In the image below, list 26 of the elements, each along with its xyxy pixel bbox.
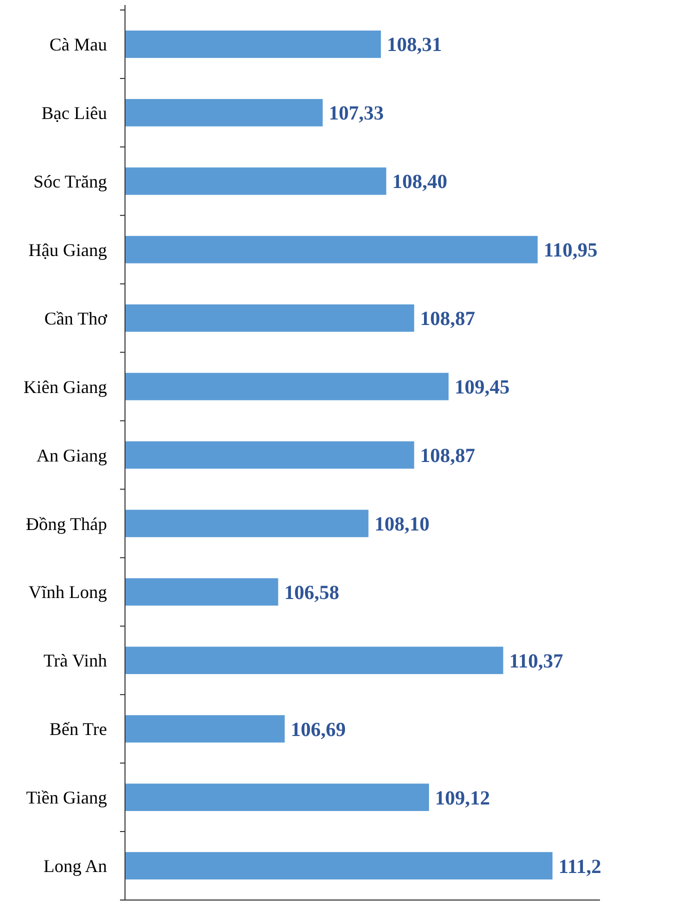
data-label: 108,31 [386,34,442,56]
data-label: 110,37 [509,650,564,672]
data-label: 108,87 [420,445,476,467]
y-tick-label: Long An [43,856,107,876]
y-tick-label: Kiên Giang [24,376,107,397]
y-tick-label: An Giang [36,445,107,466]
data-label: 108,40 [392,171,448,194]
data-label: 111,2 [558,856,602,878]
y-tick-label: Đồng Tháp [26,514,107,534]
y-tick-label: Cần Thơ [44,308,108,328]
data-label: 109,12 [435,787,490,810]
y-tick-label: Trà Vinh [44,650,107,671]
y-tick-label: Bạc Liêu [42,102,107,123]
y-tick-label: Tiền Giang [26,788,107,808]
y-tick-label: Vĩnh Long [28,582,107,602]
data-label: 109,45 [454,376,510,399]
y-tick-label: Sóc Trăng [33,171,107,192]
data-label: 107,33 [328,102,384,125]
y-tick-label: Hậu Giang [28,240,107,260]
data-label: 108,87 [420,308,476,330]
data-label: 110,95 [544,240,598,262]
data-label: 106,58 [284,582,340,604]
data-label: 108,10 [374,513,430,536]
y-tick-label: Cà Mau [50,34,107,55]
data-label: 106,69 [290,718,346,741]
y-tick-label: Bến Tre [49,719,108,740]
